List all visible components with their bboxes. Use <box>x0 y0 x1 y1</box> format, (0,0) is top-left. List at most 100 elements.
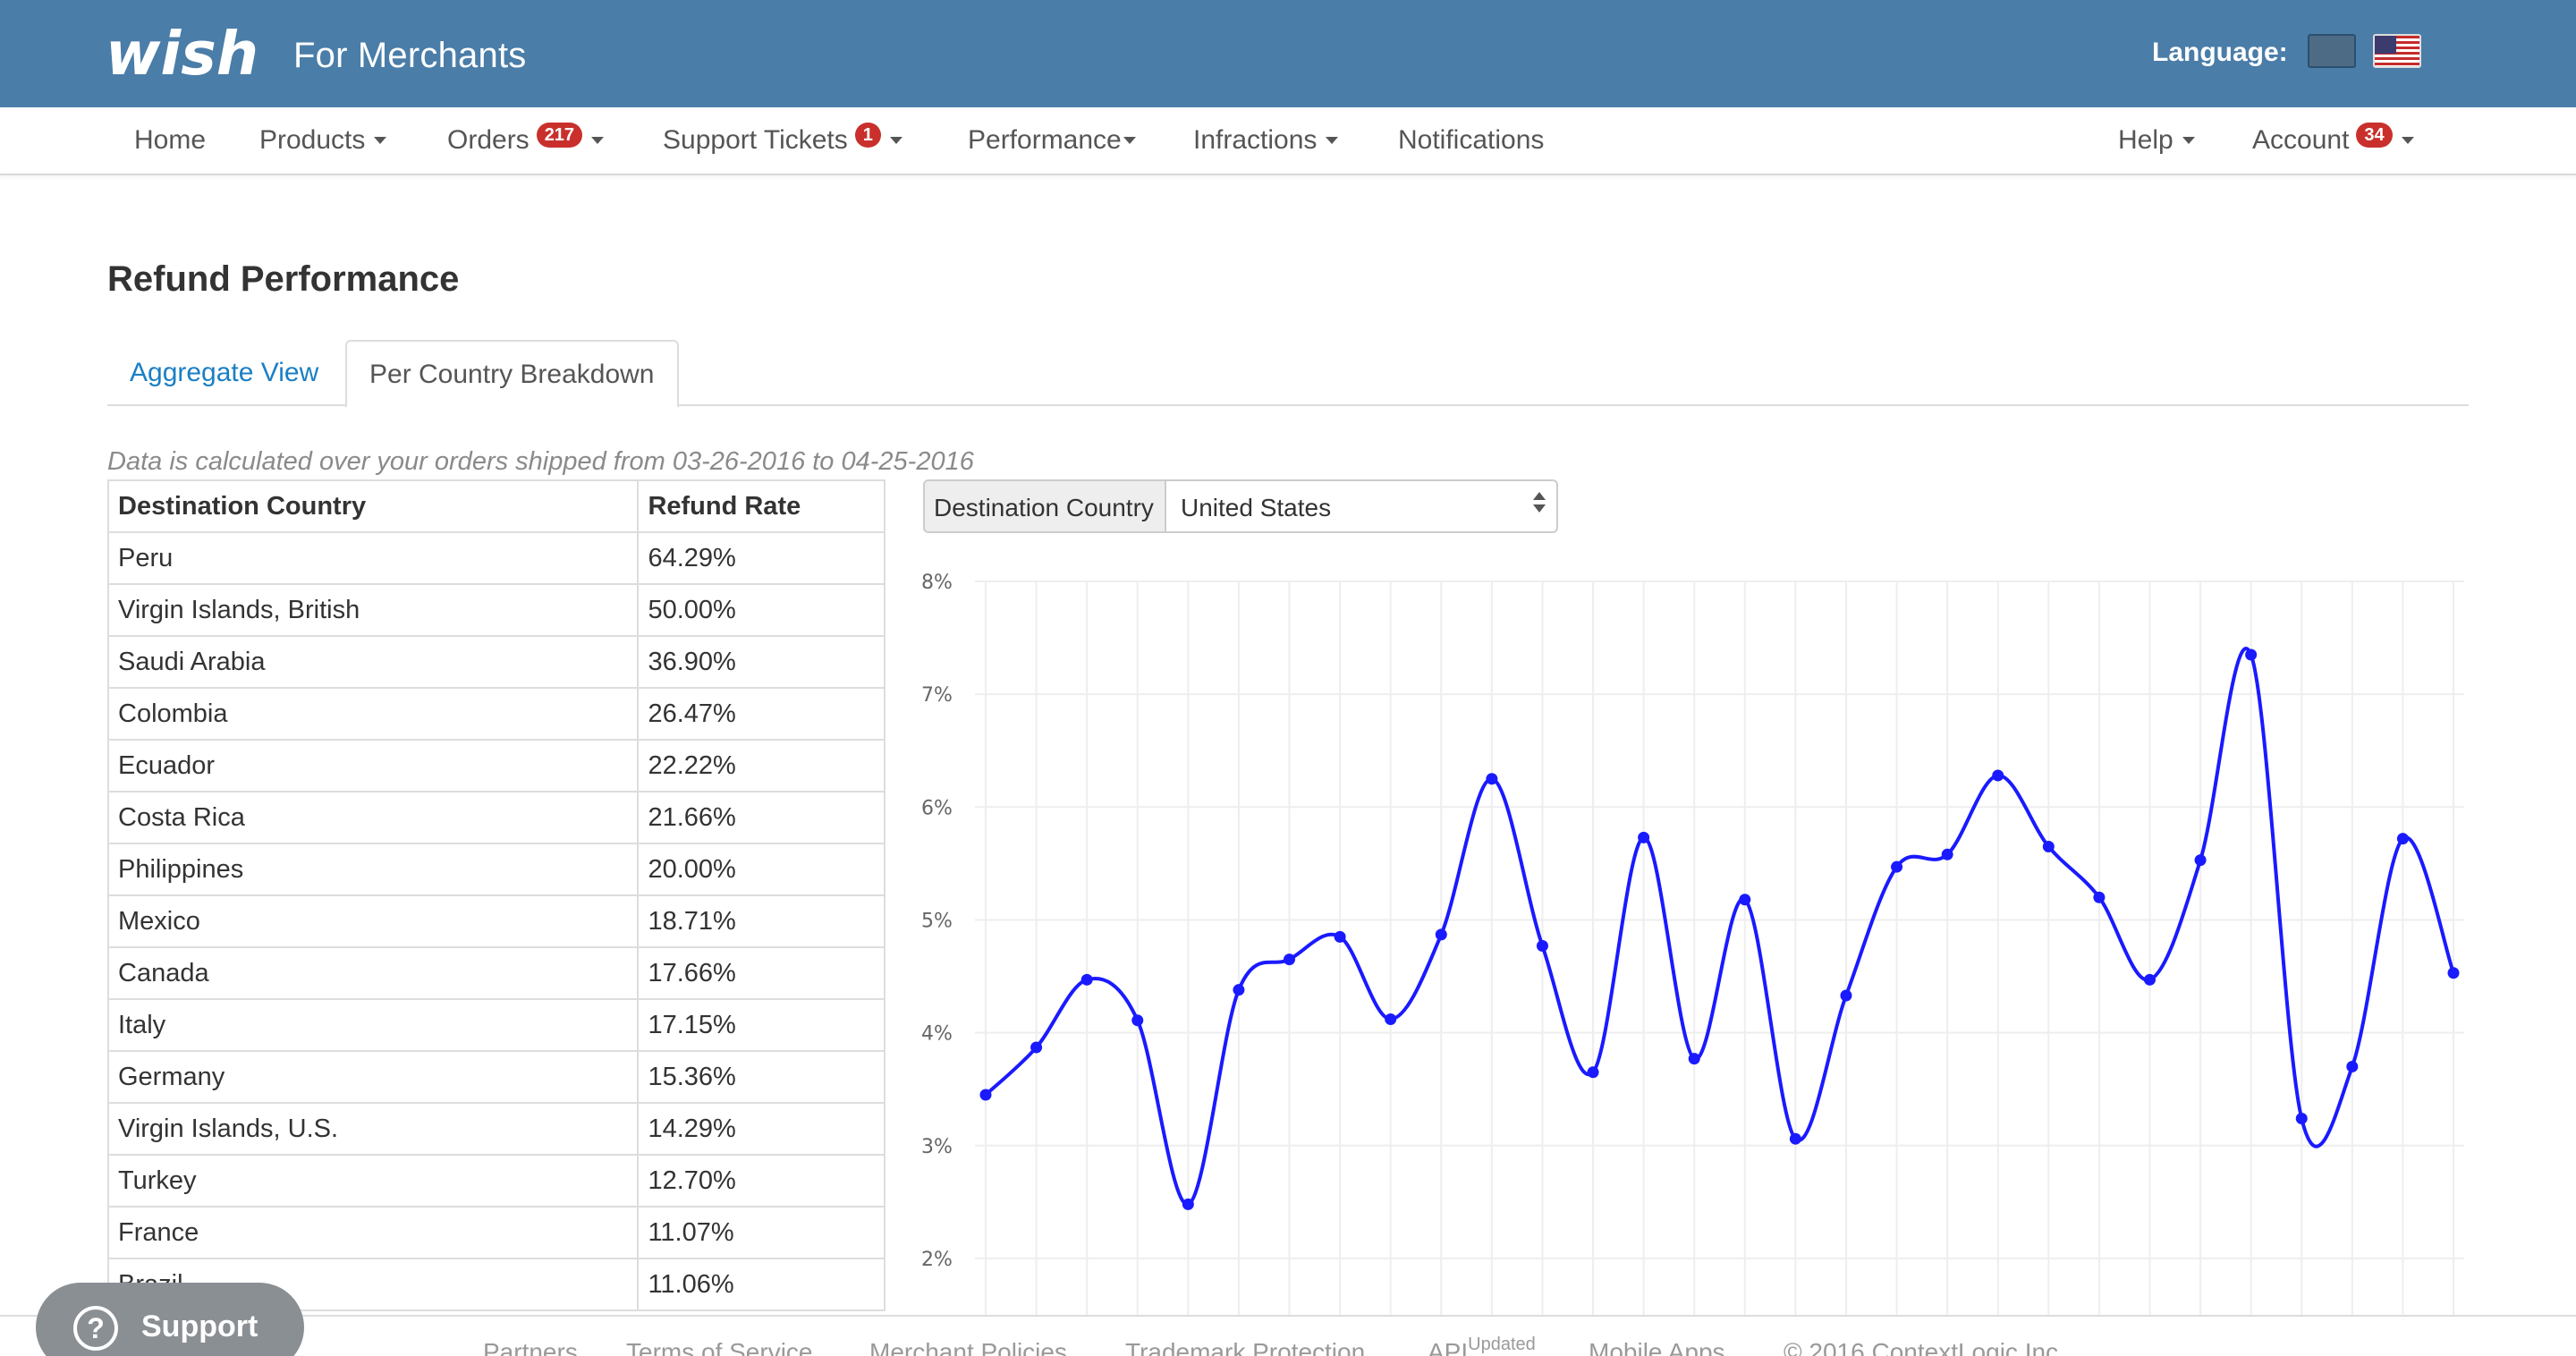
table-row: Saudi Arabia 36.90% <box>107 635 886 689</box>
data-point[interactable] <box>1739 894 1751 906</box>
data-point[interactable] <box>979 1089 992 1101</box>
data-point[interactable] <box>2396 833 2409 845</box>
refund-rate-cell: 17.15% <box>637 998 886 1052</box>
footer-link-api[interactable]: APIUpdated <box>1428 1335 1536 1356</box>
refund-rate-cell: 17.66% <box>637 946 886 1000</box>
data-point[interactable] <box>2143 973 2156 986</box>
caret-down-icon <box>1326 137 1339 144</box>
caret-down-icon <box>1123 137 1136 144</box>
data-point[interactable] <box>2093 891 2106 903</box>
nav-help[interactable]: Help <box>2118 125 2195 156</box>
country-cell: Peru <box>107 531 640 585</box>
data-point[interactable] <box>1182 1198 1194 1210</box>
tab-per-country-breakdown[interactable]: Per Country Breakdown <box>345 340 679 408</box>
account-badge: 34 <box>2356 123 2393 148</box>
data-point[interactable] <box>2194 854 2207 867</box>
country-cell: Mexico <box>107 894 640 948</box>
nav-infractions-label: Infractions <box>1193 125 1318 155</box>
support-tickets-badge: 1 <box>854 123 881 148</box>
data-point[interactable] <box>1080 973 1093 986</box>
refund-rate-cell: 36.90% <box>637 635 886 689</box>
data-point[interactable] <box>1284 953 1296 966</box>
table-row: Peru 64.29% <box>107 531 886 585</box>
footer-link-merchant-policies[interactable]: Merchant Policies <box>869 1338 1067 1356</box>
data-point[interactable] <box>1638 831 1650 843</box>
table-row: Colombia 26.47% <box>107 687 886 741</box>
country-cell: Costa Rica <box>107 791 640 844</box>
footer-link-partners[interactable]: Partners <box>483 1338 578 1356</box>
refund-rate-cell: 64.29% <box>637 531 886 585</box>
data-point[interactable] <box>2245 648 2258 661</box>
table-row: Virgin Islands, U.S. 14.29% <box>107 1102 886 1156</box>
refund-rate-cell: 11.06% <box>637 1258 886 1311</box>
data-point[interactable] <box>2042 840 2055 852</box>
country-cell: Virgin Islands, British <box>107 583 640 637</box>
support-button[interactable]: ? Support <box>36 1283 304 1356</box>
footer-link-trademark[interactable]: Trademark Protection <box>1125 1338 1366 1356</box>
nav-notifications-label: Notifications <box>1398 125 1545 155</box>
refund-rate-cell: 14.29% <box>637 1102 886 1156</box>
data-point[interactable] <box>1385 1013 1397 1025</box>
us-flag-icon[interactable] <box>2373 34 2421 68</box>
caret-down-icon <box>2182 137 2195 144</box>
data-point[interactable] <box>1435 928 1447 941</box>
nav-help-label: Help <box>2118 125 2174 155</box>
country-cell: Colombia <box>107 687 640 741</box>
country-cell: Ecuador <box>107 739 640 792</box>
table-row: Turkey 12.70% <box>107 1154 886 1208</box>
column-header-country[interactable]: Destination Country <box>107 479 640 533</box>
data-point[interactable] <box>1587 1066 1599 1079</box>
data-point[interactable] <box>1789 1132 1801 1145</box>
language-label: Language: <box>2152 38 2288 67</box>
data-point[interactable] <box>1030 1041 1043 1054</box>
top-header: wish For Merchants Language: <box>0 0 2576 107</box>
help-circle-icon: ? <box>73 1306 118 1351</box>
nav-home-label: Home <box>134 125 207 155</box>
country-cell: Turkey <box>107 1154 640 1208</box>
footer-link-terms[interactable]: Terms of Service <box>626 1338 813 1356</box>
table-row: Ecuador 22.22% <box>107 739 886 792</box>
select-arrows-icon <box>1533 492 1546 513</box>
data-point[interactable] <box>1233 984 1245 996</box>
nav-account[interactable]: Account 34 <box>2252 123 2414 156</box>
tab-aggregate-view[interactable]: Aggregate View <box>130 358 319 387</box>
destination-country-label: Destination Country <box>923 479 1166 533</box>
data-point[interactable] <box>1131 1014 1144 1027</box>
nav-home[interactable]: Home <box>134 125 206 156</box>
data-point[interactable] <box>1992 769 2004 782</box>
nav-support-tickets[interactable]: Support Tickets 1 <box>663 123 902 156</box>
footer-link-mobile-apps[interactable]: Mobile Apps <box>1589 1338 1725 1356</box>
data-point[interactable] <box>1891 860 1903 873</box>
data-point[interactable] <box>1536 939 1548 952</box>
nav-notifications[interactable]: Notifications <box>1398 125 1544 156</box>
data-point[interactable] <box>2346 1060 2359 1072</box>
data-point[interactable] <box>1334 930 1346 943</box>
refund-rate-cell: 50.00% <box>637 583 886 637</box>
refund-rate-cell: 11.07% <box>637 1206 886 1259</box>
data-point[interactable] <box>1941 848 1953 860</box>
table-row: Philippines 20.00% <box>107 843 886 896</box>
refund-rate-cell: 18.71% <box>637 894 886 948</box>
wish-logo[interactable]: wish <box>106 19 275 89</box>
chinese-flag-icon[interactable] <box>2308 34 2356 68</box>
table-row: Costa Rica 21.66% <box>107 791 886 844</box>
support-label: Support <box>141 1309 258 1343</box>
country-select-value: United States <box>1181 494 1332 521</box>
data-point[interactable] <box>1840 989 1852 1002</box>
nav-performance-label: Performance <box>968 125 1122 155</box>
nav-products[interactable]: Products <box>259 125 387 156</box>
nav-orders[interactable]: Orders 217 <box>447 123 605 156</box>
refund-rate-chart: 2% 3% 4% 5% 6% 7% 8% <box>921 572 2464 1315</box>
refund-table-container[interactable]: Destination Country Refund Rate Peru 64.2… <box>107 479 886 1313</box>
data-point[interactable] <box>1486 773 1498 785</box>
country-select[interactable]: United States <box>1165 479 1558 533</box>
data-point[interactable] <box>2295 1112 2308 1124</box>
y-tick-label: 6% <box>921 797 953 819</box>
nav-infractions[interactable]: Infractions <box>1193 125 1339 156</box>
data-point[interactable] <box>1688 1053 1700 1065</box>
column-header-refund-rate[interactable]: Refund Rate <box>637 479 886 533</box>
api-updated-sup: Updated <box>1468 1335 1536 1354</box>
nav-performance[interactable]: Performance <box>968 125 1136 156</box>
data-point[interactable] <box>2447 967 2460 979</box>
refund-rate-cell: 15.36% <box>637 1050 886 1104</box>
